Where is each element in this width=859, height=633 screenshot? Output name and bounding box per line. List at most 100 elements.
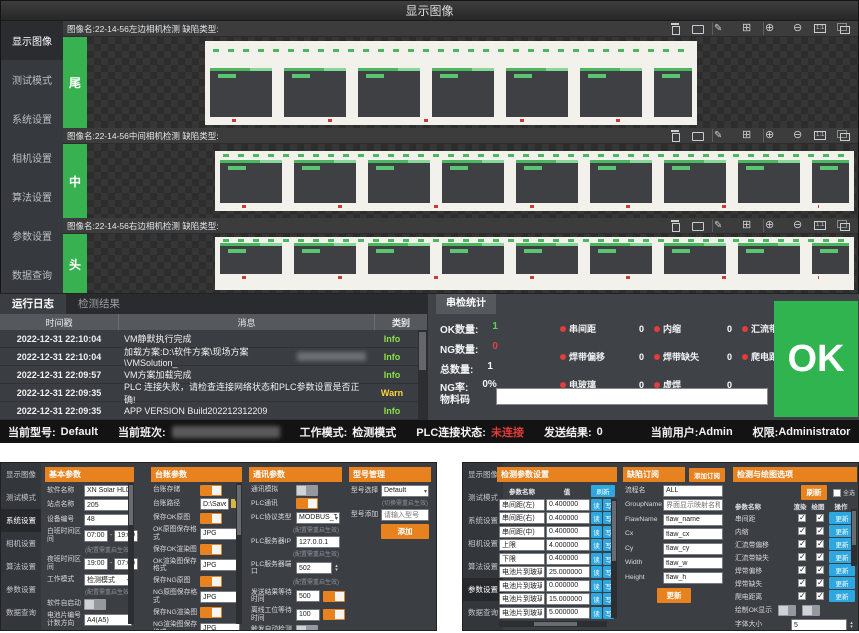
device-no-input[interactable] <box>84 513 132 526</box>
fit-view-icon[interactable] <box>836 129 850 142</box>
render-checkbox[interactable] <box>798 526 806 535</box>
auto-detect-toggle[interactable] <box>296 624 318 630</box>
add-model-button[interactable]: 添加 <box>381 523 429 539</box>
sidebar-item[interactable]: 测试模式 <box>468 493 498 502</box>
sidebar-item[interactable]: 算法设置 <box>468 562 498 571</box>
offline-wait-input[interactable] <box>296 608 320 621</box>
locate-icon[interactable] <box>741 219 755 232</box>
fit-view-icon[interactable] <box>836 22 850 35</box>
param-value-input[interactable] <box>546 525 590 538</box>
ledger-store-toggle[interactable] <box>200 484 222 496</box>
write-button[interactable]: 写 <box>603 525 614 538</box>
delete-icon[interactable] <box>668 219 682 232</box>
write-button[interactable]: 写 <box>603 539 614 551</box>
send-wait-toggle[interactable] <box>323 590 345 602</box>
plc-ip-input[interactable] <box>296 536 340 548</box>
height-input[interactable] <box>663 571 723 584</box>
edit-icon[interactable] <box>712 22 733 35</box>
refresh-draw-button[interactable]: 刷新 <box>800 485 827 500</box>
write-button[interactable]: 写 <box>603 579 614 592</box>
log-row[interactable]: 2022-12-31 22:10:04 加载方案:D:\软件方案\现场方案\VM… <box>0 347 418 368</box>
sidebar-item[interactable]: 测试模式 <box>6 493 36 502</box>
software-name-input[interactable] <box>84 484 132 497</box>
group-name-input[interactable] <box>663 499 723 511</box>
zoom-in-icon[interactable] <box>763 129 784 142</box>
sidebar-item[interactable]: 参数设置 <box>463 578 503 601</box>
param-name-input[interactable] <box>499 552 545 565</box>
render-checkbox[interactable] <box>798 539 806 548</box>
sidebar-item[interactable]: 算法设置 <box>6 562 36 571</box>
render-checkbox[interactable] <box>798 578 806 587</box>
sidebar-item[interactable]: 显示图像 <box>1 21 63 60</box>
sidebar-item[interactable]: 测试模式 <box>1 60 63 99</box>
param-value-input[interactable] <box>546 606 590 619</box>
folder-icon[interactable] <box>231 498 240 508</box>
update-row-button[interactable]: 更新 <box>829 512 855 524</box>
param-value-input[interactable] <box>546 579 590 592</box>
image-canvas[interactable] <box>87 144 858 218</box>
zoom-out-icon[interactable] <box>792 219 806 232</box>
one-to-one-icon[interactable] <box>814 129 828 142</box>
update-row-button[interactable]: 更新 <box>829 551 855 563</box>
log-row[interactable]: 2022-12-31 22:10:04 VM静默执行完成 Info <box>0 330 418 348</box>
ok-raw-format-input[interactable] <box>200 527 240 540</box>
read-button[interactable]: 读 <box>591 539 602 551</box>
sidebar-item[interactable]: 参数设置 <box>1 216 63 255</box>
sidebar-item[interactable]: 系统设置 <box>1 99 63 138</box>
draw-checkbox[interactable] <box>816 526 824 535</box>
select-all-checkbox[interactable] <box>832 488 841 497</box>
read-button[interactable]: 读 <box>591 512 602 524</box>
sidebar-item[interactable]: 数据查询 <box>1 255 63 294</box>
sidebar-item[interactable]: 数据查询 <box>6 608 36 617</box>
model-add-input[interactable] <box>381 509 429 521</box>
write-button[interactable]: 写 <box>603 566 614 578</box>
tab-run-log[interactable]: 运行日志 <box>0 294 66 314</box>
stepper-arrows-icon[interactable]: ▴ ▾ <box>335 563 338 574</box>
model-select[interactable] <box>381 484 429 497</box>
sidebar-item[interactable]: 显示图像 <box>6 470 36 479</box>
scrollbar[interactable] <box>499 621 607 627</box>
flow-name-input[interactable] <box>663 484 723 497</box>
image-canvas[interactable] <box>87 234 858 294</box>
width-input[interactable] <box>663 557 723 569</box>
param-name-input[interactable] <box>499 593 545 605</box>
site-name-input[interactable] <box>84 499 132 511</box>
draw-checkbox[interactable] <box>816 513 824 522</box>
param-value-input[interactable] <box>546 539 590 551</box>
draw-checkbox[interactable] <box>816 565 824 574</box>
ledger-path-input[interactable] <box>200 498 229 510</box>
read-button[interactable]: 读 <box>591 593 602 605</box>
scrollbar[interactable] <box>851 509 857 566</box>
sidebar-item[interactable]: 系统设置 <box>468 516 498 525</box>
send-wait-input[interactable] <box>296 590 320 603</box>
read-button[interactable]: 读 <box>591 498 602 511</box>
zoom-out-icon[interactable] <box>792 22 806 35</box>
region-select-icon[interactable] <box>690 22 704 35</box>
night-shift-to-input[interactable] <box>114 557 139 570</box>
write-button[interactable]: 写 <box>603 606 614 619</box>
sidebar-item[interactable]: 数据查询 <box>468 608 498 617</box>
render-checkbox[interactable] <box>798 513 806 522</box>
ok-render-format-input[interactable] <box>200 559 240 572</box>
day-shift-from-input[interactable] <box>84 529 108 542</box>
write-button[interactable]: 写 <box>603 552 614 565</box>
update-subscribe-button[interactable]: 更新 <box>657 587 691 603</box>
param-value-input[interactable] <box>546 512 590 524</box>
write-button[interactable]: 写 <box>603 498 614 511</box>
offline-station-stepper[interactable] <box>84 630 124 631</box>
comm-sim-toggle[interactable] <box>296 484 318 496</box>
param-name-input[interactable] <box>499 539 545 551</box>
add-subscribe-button[interactable]: 添加订阅 <box>689 467 725 482</box>
param-value-input[interactable] <box>546 566 590 578</box>
write-button[interactable]: 写 <box>603 512 614 524</box>
param-name-input[interactable] <box>499 525 545 538</box>
sidebar-item[interactable]: 显示图像 <box>468 470 498 479</box>
param-name-input[interactable] <box>499 498 545 511</box>
scrollbar[interactable] <box>236 483 242 624</box>
draw-checkbox[interactable] <box>816 578 824 587</box>
zoom-out-icon[interactable] <box>792 129 806 142</box>
edit-icon[interactable] <box>712 219 733 232</box>
flaw-name-input[interactable] <box>663 513 723 526</box>
image-canvas[interactable] <box>87 37 858 128</box>
ng-raw-format-input[interactable] <box>200 591 240 604</box>
